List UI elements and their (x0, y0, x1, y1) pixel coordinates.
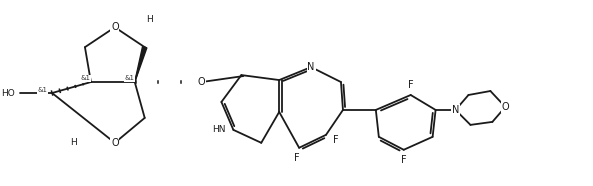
Text: O: O (502, 102, 509, 112)
Text: N: N (452, 105, 459, 115)
Text: H: H (146, 15, 153, 24)
Text: H: H (71, 138, 77, 147)
Text: O: O (111, 138, 119, 148)
Text: HN: HN (212, 125, 225, 134)
Text: O: O (197, 77, 205, 87)
Polygon shape (135, 46, 147, 82)
Text: F: F (408, 80, 413, 90)
Text: N: N (307, 62, 315, 72)
Text: &1: &1 (37, 87, 47, 93)
Text: O: O (111, 22, 119, 32)
Text: &1: &1 (81, 75, 91, 81)
Text: F: F (294, 153, 300, 163)
Text: F: F (333, 135, 339, 145)
Text: F: F (401, 155, 407, 165)
Text: &1: &1 (125, 75, 135, 81)
Text: HO: HO (1, 89, 15, 97)
